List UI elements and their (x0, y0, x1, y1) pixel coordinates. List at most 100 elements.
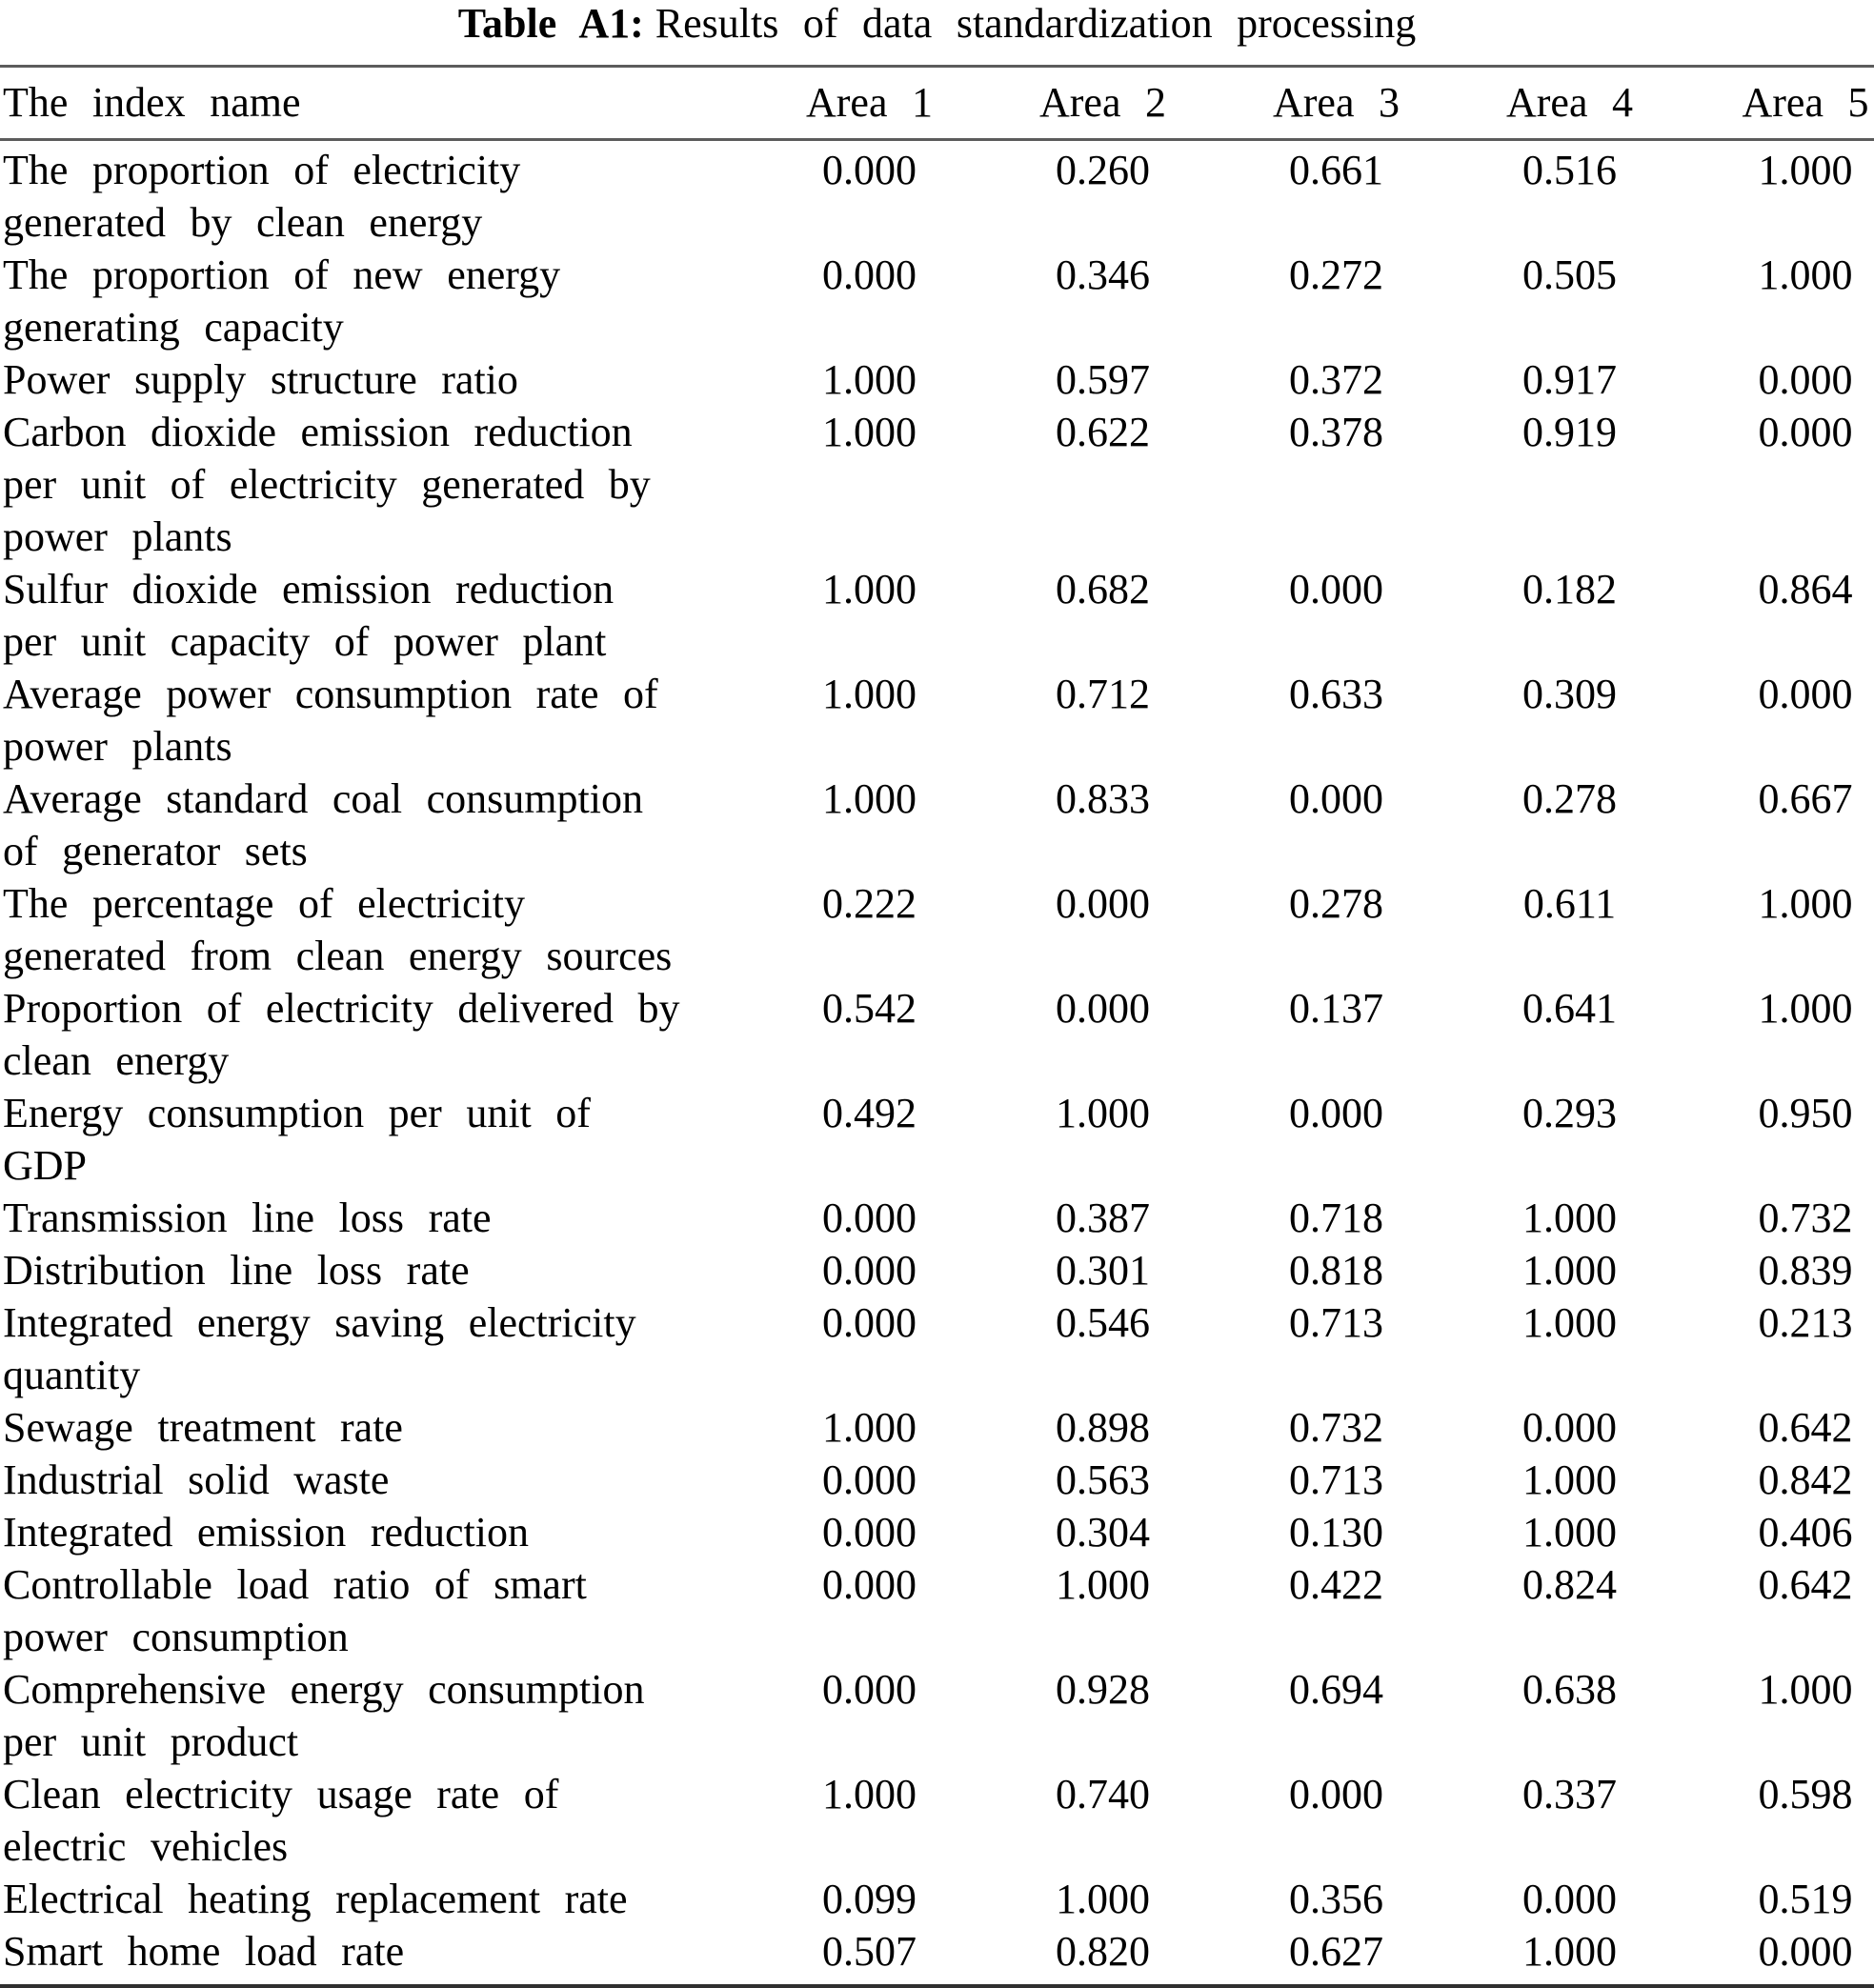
value-cell: 1.000 (1056, 1090, 1150, 1136)
value-cell: 0.713 (1289, 1456, 1383, 1503)
table-row: Carbon dioxide emission reduction per un… (0, 406, 1874, 563)
value-cell: 0.260 (1056, 147, 1150, 193)
value-cell: 0.000 (1289, 1090, 1383, 1136)
value-cell: 0.842 (1758, 1456, 1853, 1503)
value-cell: 0.406 (1758, 1509, 1853, 1556)
value-cell: 0.732 (1758, 1195, 1853, 1241)
value-cell: 0.833 (1056, 775, 1150, 822)
value-cell: 0.820 (1056, 1928, 1150, 1975)
value-cell: 1.000 (822, 775, 917, 822)
value-cell: 0.505 (1522, 251, 1617, 298)
value-cell: 0.301 (1056, 1247, 1150, 1294)
value-cell: 0.000 (822, 147, 917, 193)
value-cell: 1.000 (1056, 1561, 1150, 1608)
table-caption: Table A1: Results of data standardization… (0, 0, 1874, 65)
index-name-cell: The percentage of electricity generated … (3, 880, 673, 979)
value-cell: 0.222 (822, 880, 917, 927)
table-row: The percentage of electricity generated … (0, 877, 1874, 982)
value-cell: 0.638 (1522, 1666, 1617, 1713)
header-row: The index name Area 1 Area 2 Area 3 Area… (0, 66, 1874, 141)
index-name-cell: Carbon dioxide emission reduction per un… (3, 409, 651, 560)
index-name-cell: Power supply structure ratio (3, 356, 518, 403)
value-cell: 0.718 (1289, 1195, 1383, 1241)
value-cell: 0.346 (1056, 251, 1150, 298)
index-name-cell: Clean electricity usage rate of electric… (3, 1771, 559, 1870)
value-cell: 0.387 (1056, 1195, 1150, 1241)
value-cell: 0.372 (1289, 356, 1383, 403)
index-name-cell: Integrated energy saving electricity qua… (3, 1299, 636, 1398)
value-cell: 0.000 (1289, 775, 1383, 822)
value-cell: 0.378 (1289, 409, 1383, 455)
data-table: The index name Area 1 Area 2 Area 3 Area… (0, 65, 1874, 1988)
value-cell: 0.213 (1758, 1299, 1853, 1346)
column-header-index-name: The index name (0, 66, 753, 141)
value-cell: 0.182 (1522, 566, 1617, 612)
value-cell: 0.099 (822, 1876, 917, 1922)
value-cell: 0.000 (822, 1561, 917, 1608)
value-cell: 0.000 (1522, 1876, 1617, 1922)
value-cell: 1.000 (1522, 1456, 1617, 1503)
value-cell: 0.919 (1522, 409, 1617, 455)
table-row: Electrical heating replacement rate 0.09… (0, 1873, 1874, 1925)
value-cell: 0.000 (822, 1247, 917, 1294)
value-cell: 0.642 (1758, 1404, 1853, 1451)
value-cell: 0.546 (1056, 1299, 1150, 1346)
table-row: Industrial solid waste 0.000 0.563 0.713… (0, 1454, 1874, 1506)
table-row: Sewage treatment rate 1.000 0.898 0.732 … (0, 1401, 1874, 1454)
value-cell: 1.000 (1522, 1299, 1617, 1346)
value-cell: 0.928 (1056, 1666, 1150, 1713)
index-name-cell: Sulfur dioxide emission reduction per un… (3, 566, 615, 665)
value-cell: 0.000 (1758, 671, 1853, 717)
value-cell: 1.000 (1758, 251, 1853, 298)
table-row: Transmission line loss rate 0.000 0.387 … (0, 1192, 1874, 1244)
value-cell: 0.000 (1056, 985, 1150, 1032)
value-cell: 1.000 (1522, 1195, 1617, 1241)
table-row: Integrated emission reduction 0.000 0.30… (0, 1506, 1874, 1558)
index-name-cell: Integrated emission reduction (3, 1509, 529, 1556)
value-cell: 1.000 (1056, 1876, 1150, 1922)
index-name-cell: The proportion of new energy generating … (3, 251, 561, 351)
value-cell: 0.000 (822, 1509, 917, 1556)
value-cell: 0.507 (822, 1928, 917, 1975)
value-cell: 0.713 (1289, 1299, 1383, 1346)
column-header-area-3: Area 3 (1219, 66, 1453, 141)
value-cell: 1.000 (1522, 1509, 1617, 1556)
value-cell: 0.293 (1522, 1090, 1617, 1136)
table-row: Power supply structure ratio 1.000 0.597… (0, 353, 1874, 406)
table-row: Comprehensive energy consumption per uni… (0, 1663, 1874, 1768)
index-name-cell: Average power consumption rate of power … (3, 671, 658, 770)
value-cell: 0.622 (1056, 409, 1150, 455)
table-row: Controllable load ratio of smart power c… (0, 1558, 1874, 1663)
index-name-cell: Proportion of electricity delivered by c… (3, 985, 680, 1084)
value-cell: 0.000 (1758, 1928, 1853, 1975)
table-row: Energy consumption per unit of GDP 0.492… (0, 1087, 1874, 1192)
index-name-cell: Transmission line loss rate (3, 1195, 492, 1241)
value-cell: 0.000 (1289, 566, 1383, 612)
value-cell: 0.598 (1758, 1771, 1853, 1817)
value-cell: 0.642 (1758, 1561, 1853, 1608)
value-cell: 0.519 (1758, 1876, 1853, 1922)
value-cell: 0.563 (1056, 1456, 1150, 1503)
table-row: The proportion of new energy generating … (0, 249, 1874, 353)
column-header-area-1: Area 1 (753, 66, 986, 141)
value-cell: 0.000 (1289, 1771, 1383, 1817)
value-cell: 0.542 (822, 985, 917, 1032)
value-cell: 0.000 (1056, 880, 1150, 927)
value-cell: 0.627 (1289, 1928, 1383, 1975)
column-header-area-2: Area 2 (986, 66, 1219, 141)
value-cell: 0.000 (822, 1195, 917, 1241)
value-cell: 0.641 (1522, 985, 1617, 1032)
value-cell: 0.137 (1289, 985, 1383, 1032)
index-name-cell: Sewage treatment rate (3, 1404, 403, 1451)
value-cell: 0.304 (1056, 1509, 1150, 1556)
value-cell: 1.000 (1758, 1666, 1853, 1713)
value-cell: 0.000 (822, 1666, 917, 1713)
table-row: Integrated energy saving electricity qua… (0, 1296, 1874, 1401)
column-header-area-4: Area 4 (1453, 66, 1686, 141)
value-cell: 1.000 (822, 566, 917, 612)
value-cell: 0.597 (1056, 356, 1150, 403)
value-cell: 0.337 (1522, 1771, 1617, 1817)
value-cell: 0.818 (1289, 1247, 1383, 1294)
value-cell: 0.516 (1522, 147, 1617, 193)
value-cell: 0.839 (1758, 1247, 1853, 1294)
